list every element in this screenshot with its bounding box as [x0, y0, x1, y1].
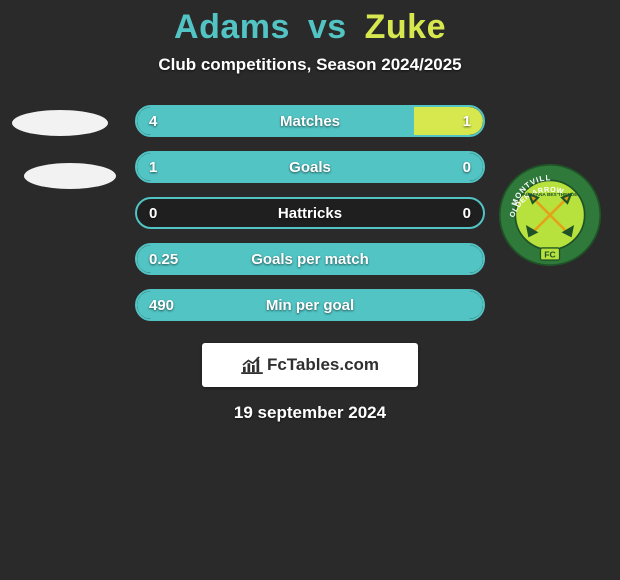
stat-row: 0 0Hattricks — [135, 197, 485, 229]
stat-value-right: 0 — [463, 153, 471, 181]
stat-value-right: 1 — [463, 107, 471, 135]
stat-fill-left — [137, 245, 483, 273]
date: 19 september 2024 — [0, 403, 620, 423]
svg-text:FC: FC — [544, 249, 556, 259]
stat-fill-left — [137, 107, 414, 135]
player2-club-badge: MONTVILL OLDEN ARROW FC ABAFANA BES'THEN… — [498, 163, 602, 267]
player1-club-placeholder — [24, 163, 116, 189]
brand-chart-icon — [241, 356, 263, 374]
stat-value-left: 490 — [149, 291, 174, 319]
club-badge-svg: MONTVILL OLDEN ARROW FC ABAFANA BES'THEN… — [498, 163, 602, 267]
subtitle: Club competitions, Season 2024/2025 — [0, 55, 620, 75]
stat-fill-left — [137, 291, 483, 319]
player1-name: Adams — [174, 8, 290, 46]
stats-rows: 41Matches10Goals00Hattricks0.25Goals per… — [135, 105, 485, 335]
brand-box: FcTables.com — [202, 343, 418, 387]
stat-value-left: 0 — [149, 199, 157, 227]
stat-row: 0.25Goals per match — [135, 243, 485, 275]
player1-photo-placeholder — [12, 110, 108, 136]
stat-label: Hattricks — [137, 199, 483, 227]
stat-value-left: 4 — [149, 107, 157, 135]
stat-fill-left — [137, 153, 483, 181]
stats-area: MONTVILL OLDEN ARROW FC ABAFANA BES'THEN… — [0, 105, 620, 325]
player2-name: Zuke — [365, 8, 446, 46]
stat-value-left: 0.25 — [149, 245, 178, 273]
title: Adams vs Zuke — [0, 0, 620, 47]
stat-row: 41Matches — [135, 105, 485, 137]
stat-row: 10Goals — [135, 151, 485, 183]
stat-row: 490Min per goal — [135, 289, 485, 321]
stat-value-left: 1 — [149, 153, 157, 181]
vs-text: vs — [308, 8, 347, 46]
brand-text: FcTables.com — [267, 355, 379, 375]
stat-fill-right — [414, 107, 483, 135]
infographic-root: Adams vs Zuke Club competitions, Season … — [0, 0, 620, 580]
stat-value-right: 0 — [463, 199, 471, 227]
